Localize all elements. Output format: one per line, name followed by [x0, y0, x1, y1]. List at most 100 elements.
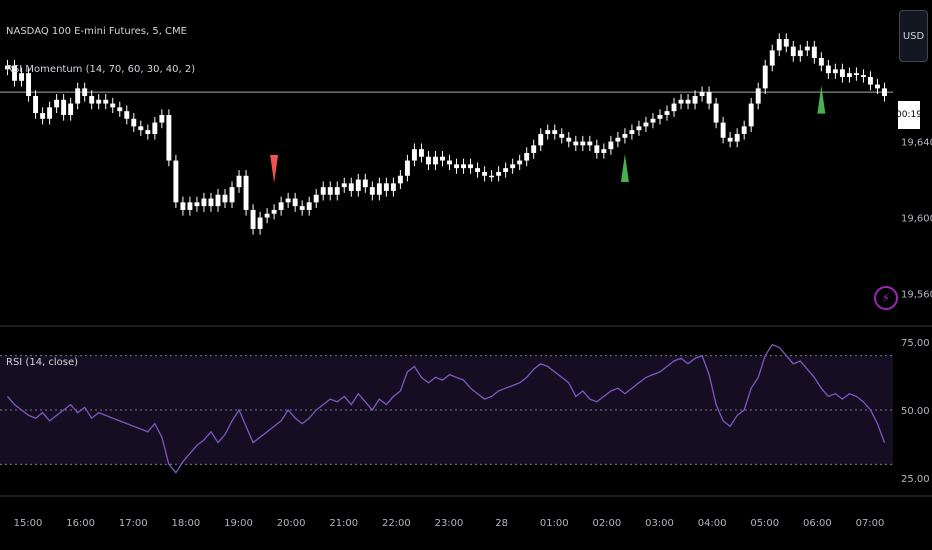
time-tick-label: 04:00: [698, 518, 727, 529]
candle-body: [706, 92, 712, 104]
candle-body: [671, 103, 677, 112]
buy-signal-marker: [620, 153, 629, 182]
candle-body: [489, 175, 495, 178]
candle-body: [313, 194, 319, 203]
candle-body: [369, 187, 375, 195]
candles: [5, 33, 887, 235]
candle-body: [264, 213, 270, 218]
candle-body: [825, 65, 831, 74]
time-tick-label: 02:00: [592, 518, 621, 529]
price-tick-label: 19,560.00: [901, 290, 932, 301]
candle-body: [278, 202, 284, 210]
candle-body: [152, 122, 158, 134]
candle-body: [390, 183, 396, 191]
time-tick-label: 16:00: [66, 518, 95, 529]
candle-body: [699, 92, 705, 96]
candle-body: [811, 46, 817, 58]
candle-body: [664, 111, 670, 115]
candle-body: [243, 175, 249, 210]
candle-body: [110, 103, 116, 108]
candle-body: [40, 113, 46, 119]
candle-body: [741, 126, 747, 134]
rsi-tick-label: 75.00: [901, 338, 930, 349]
candle-body: [545, 130, 551, 134]
candle-body: [783, 38, 789, 47]
candle-body: [208, 198, 214, 207]
candle-body: [868, 76, 873, 85]
candle-body: [376, 183, 382, 195]
candle-body: [875, 84, 880, 89]
candle-body: [418, 149, 424, 157]
candle-body: [748, 103, 754, 127]
candle-body: [720, 122, 726, 138]
currency-button[interactable]: USD: [899, 10, 928, 62]
candle-body: [299, 206, 305, 210]
candle-body: [524, 152, 530, 161]
lightning-icon[interactable]: ⚡: [874, 286, 898, 310]
candle-body: [320, 187, 326, 195]
candle-body: [26, 73, 32, 96]
price-tick-label: 19,600.00: [901, 214, 932, 225]
candle-body: [173, 160, 179, 203]
candle-body: [250, 209, 256, 229]
candle-body: [832, 69, 838, 74]
candle-body: [103, 99, 109, 104]
time-tick-label: 07:00: [856, 518, 885, 529]
candle-body: [411, 149, 417, 161]
candle-body: [482, 171, 488, 176]
candle-body: [461, 164, 466, 169]
candle-body: [215, 194, 221, 207]
time-tick-label: 22:00: [382, 518, 411, 529]
candle-body: [201, 198, 207, 207]
candle-body: [573, 141, 579, 146]
candle-body: [397, 175, 403, 184]
candle-body: [776, 38, 782, 51]
candle-body: [882, 88, 887, 96]
indicator-legend: RSI Momentum (14, 70, 60, 30, 40, 2): [6, 64, 196, 75]
buy-signal-marker: [817, 85, 826, 114]
candle-body: [804, 46, 810, 51]
candle-body: [166, 114, 172, 161]
candle-body: [61, 99, 67, 115]
candle-body: [629, 130, 635, 134]
candle-body: [531, 145, 537, 153]
candle-body: [75, 88, 81, 104]
candle-body: [713, 103, 719, 123]
candle-body: [54, 99, 60, 108]
time-tick-label: 21:00: [329, 518, 358, 529]
time-tick-label: 06:00: [803, 518, 832, 529]
candle-body: [566, 137, 572, 142]
candle-body: [12, 65, 17, 81]
candle-body: [19, 73, 24, 81]
rsi-legend: RSI (14, close): [6, 357, 79, 368]
candle-body: [727, 137, 733, 142]
candle-body: [334, 187, 340, 195]
candle-body: [33, 95, 39, 114]
candle-body: [306, 202, 312, 210]
candle-body: [426, 156, 431, 165]
candle-body: [475, 168, 481, 172]
candle-body: [194, 202, 200, 207]
rsi-series-line: [7, 343, 886, 474]
candle-body: [853, 73, 859, 76]
candle-body: [755, 88, 761, 104]
candle-body: [517, 160, 523, 165]
candle-body: [608, 141, 614, 150]
time-tick-label: 23:00: [435, 518, 464, 529]
candle-body: [96, 99, 102, 104]
candle-body: [404, 160, 410, 176]
candle-body: [187, 202, 193, 210]
candle-body: [285, 198, 291, 203]
candle-body: [678, 99, 684, 104]
candle-body: [454, 164, 459, 169]
candle-body: [580, 141, 586, 146]
candle-body: [117, 107, 123, 112]
time-tick-label: 05:00: [750, 518, 779, 529]
rsi-tick-label: 25.00: [901, 474, 930, 485]
candle-body: [355, 179, 361, 191]
price-countdown-badge: 00:19: [896, 101, 922, 129]
time-tick-label: 20:00: [277, 518, 306, 529]
candle-body: [790, 46, 796, 57]
candle-body: [180, 202, 186, 210]
